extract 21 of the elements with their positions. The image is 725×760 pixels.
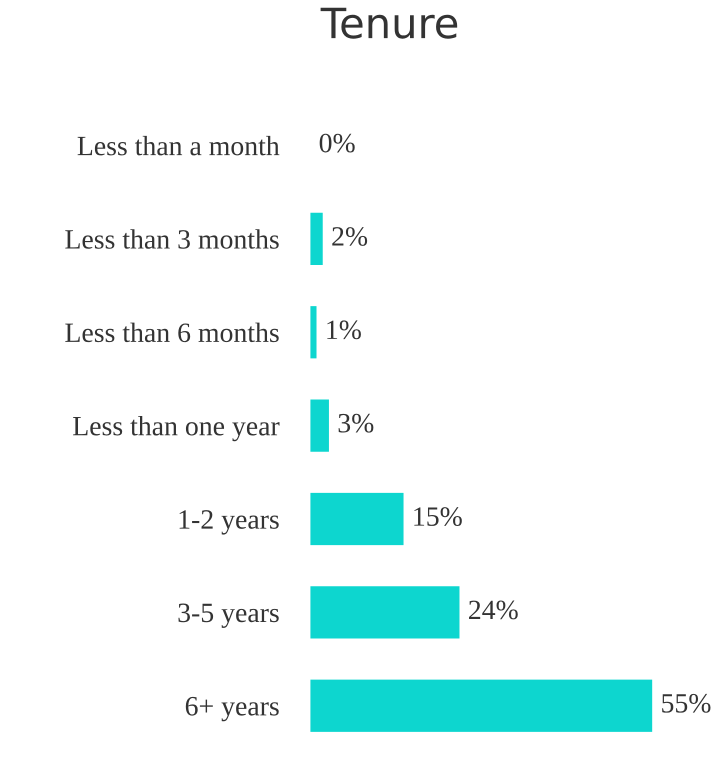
chart-title: Tenure bbox=[320, 8, 458, 39]
y-tick-label: Less than 3 months bbox=[65, 229, 279, 249]
bar bbox=[310, 586, 460, 638]
data-label: 15% bbox=[414, 507, 462, 526]
y-tick-label: 3-5 years bbox=[178, 604, 279, 628]
y-tick-label: Less than a month bbox=[78, 136, 280, 156]
data-label: 3% bbox=[338, 414, 374, 433]
data-label: 24% bbox=[469, 600, 518, 620]
y-tick-label: 1-2 years bbox=[180, 510, 279, 535]
bar bbox=[310, 212, 323, 265]
bar bbox=[310, 399, 329, 452]
data-label: 0% bbox=[320, 134, 355, 153]
data-label: 2% bbox=[332, 227, 368, 246]
bar bbox=[310, 492, 404, 546]
data-label: 1% bbox=[327, 320, 361, 340]
data-label: 55% bbox=[662, 694, 710, 713]
y-tick-label: 6+ years bbox=[186, 696, 279, 722]
bar bbox=[310, 680, 652, 732]
bar bbox=[310, 306, 317, 358]
y-tick-label: Less than 6 months bbox=[65, 322, 279, 342]
y-tick-label: Less than one year bbox=[73, 416, 280, 442]
